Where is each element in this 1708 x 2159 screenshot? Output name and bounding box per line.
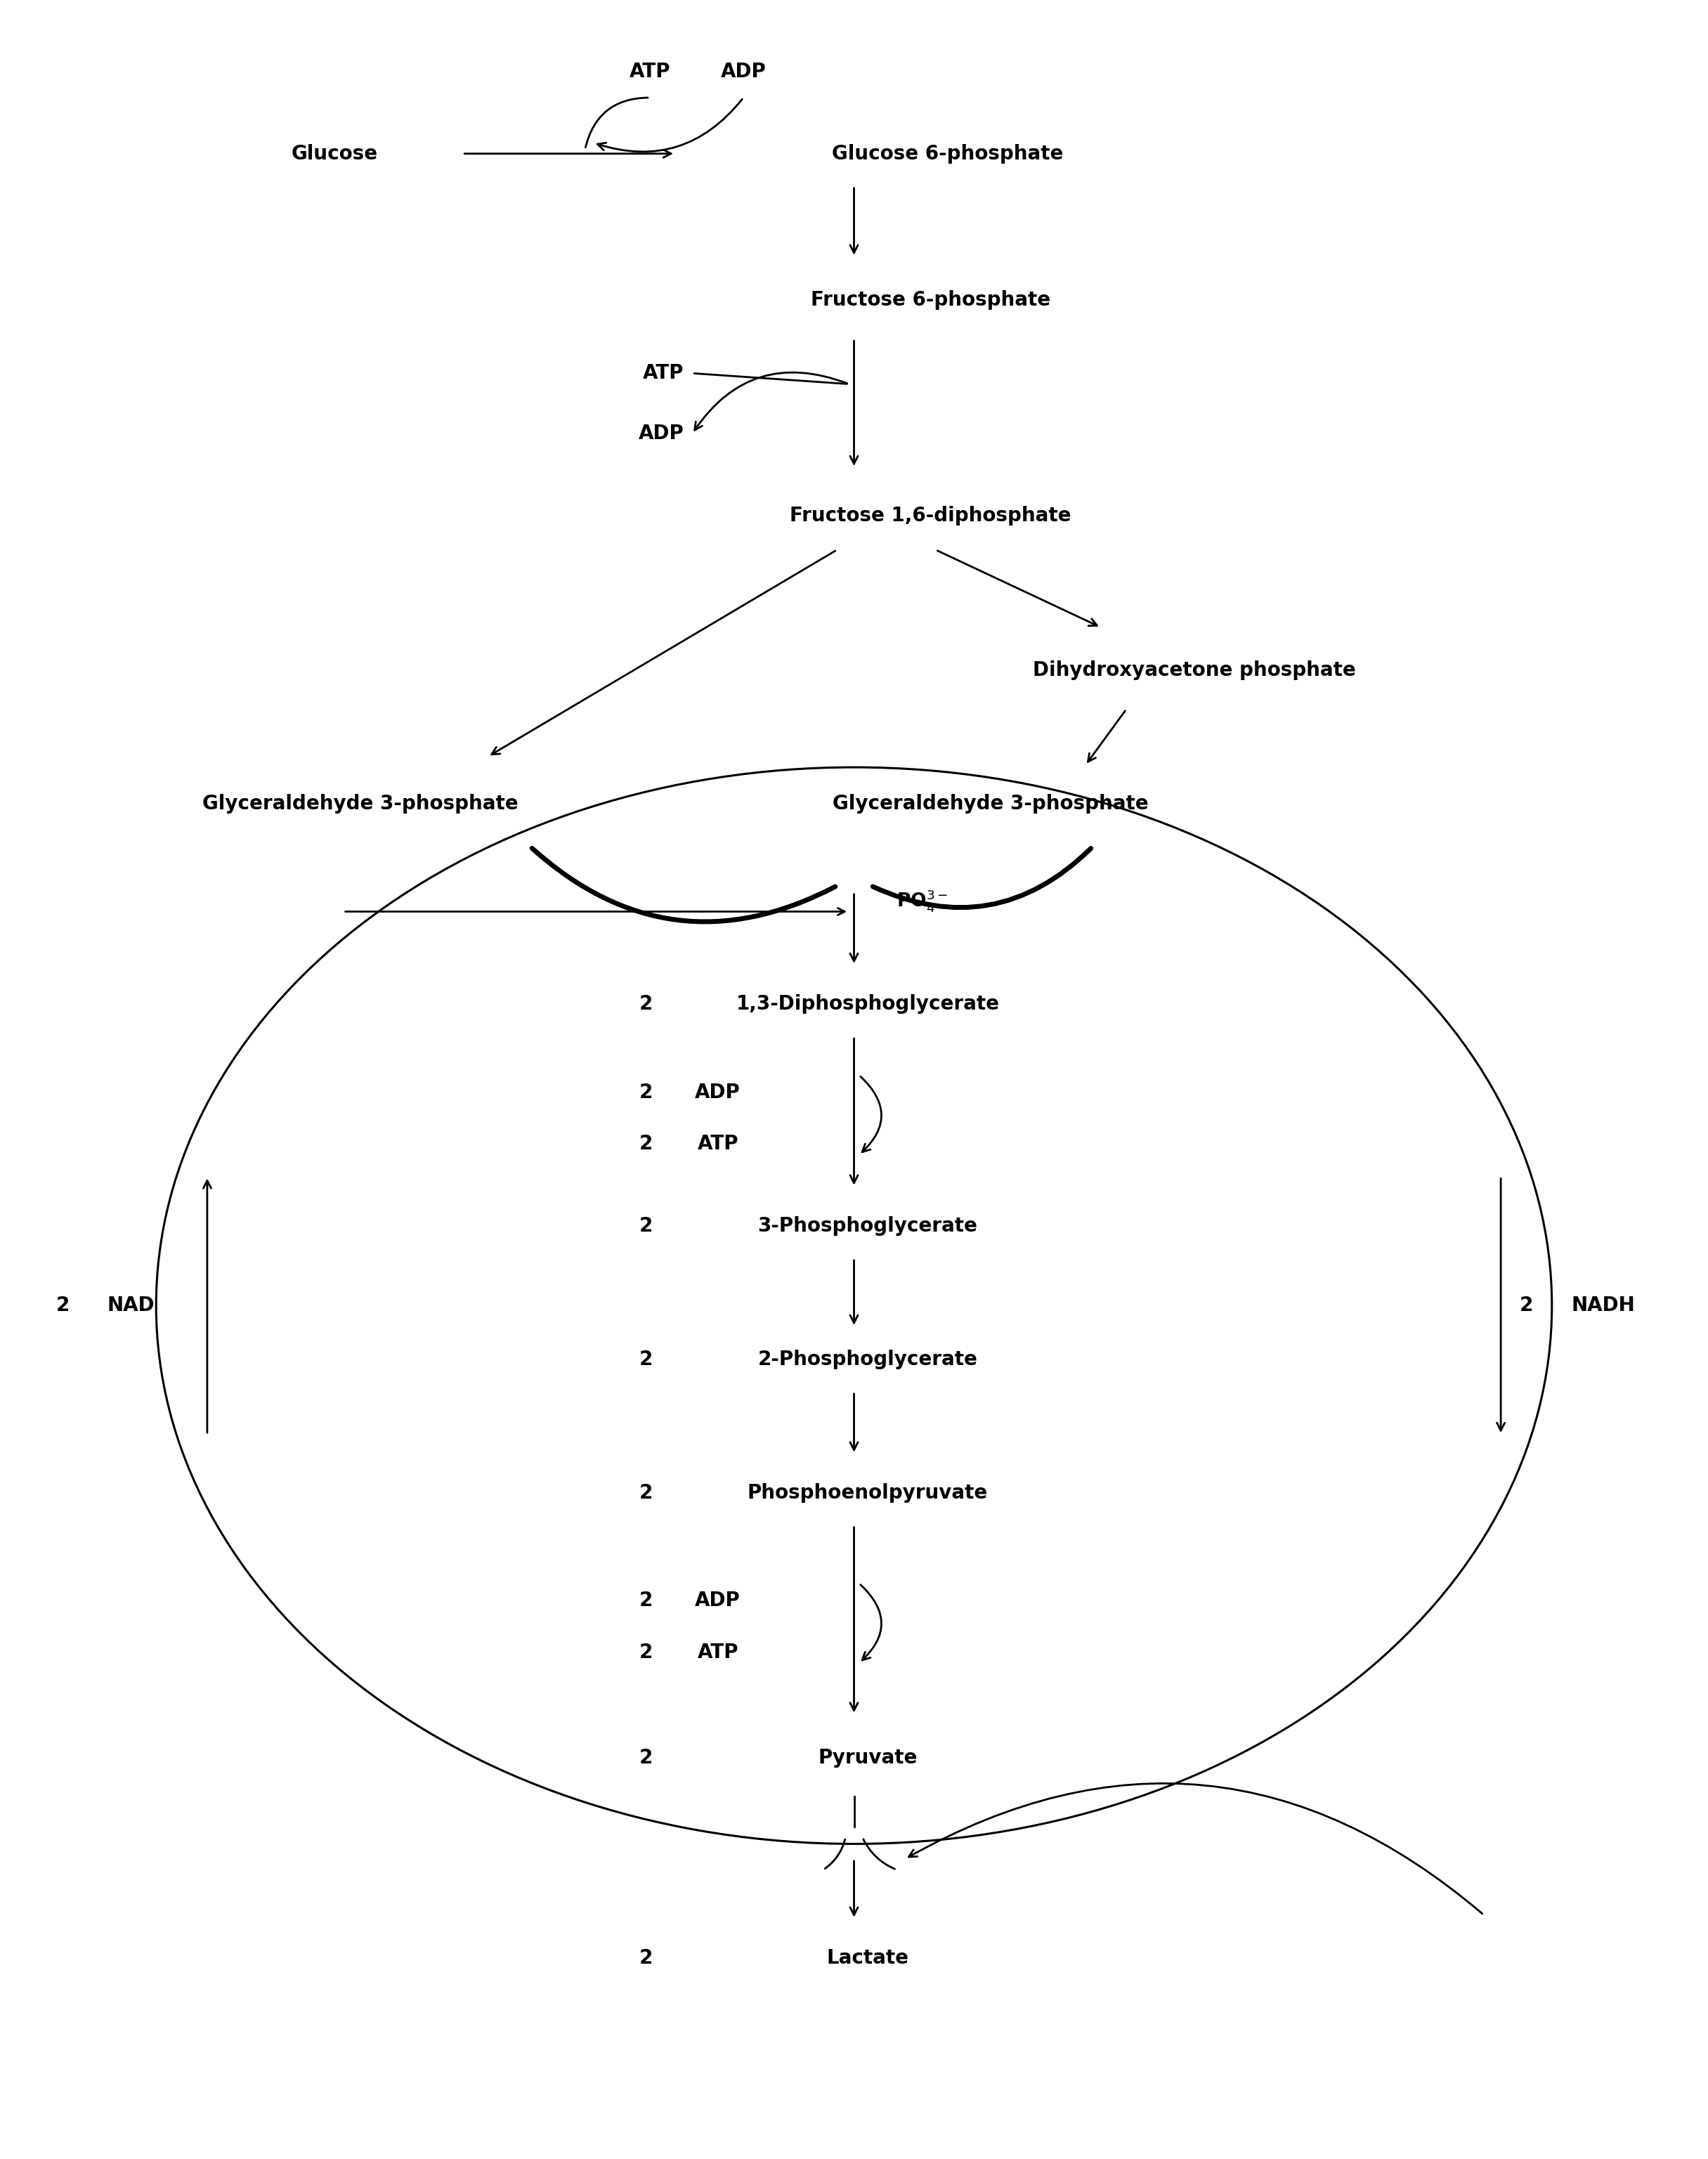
Text: Lactate: Lactate bbox=[827, 1947, 909, 1967]
Text: 2: 2 bbox=[639, 1749, 652, 1768]
Text: NAD: NAD bbox=[108, 1295, 154, 1315]
Text: Dihydroxyacetone phosphate: Dihydroxyacetone phosphate bbox=[1033, 661, 1356, 680]
Text: 2: 2 bbox=[639, 1216, 652, 1235]
Text: Glucose: Glucose bbox=[292, 145, 377, 164]
Text: 2: 2 bbox=[639, 1643, 652, 1662]
Text: 2: 2 bbox=[639, 1483, 652, 1503]
Text: Glyceraldehyde 3-phosphate: Glyceraldehyde 3-phosphate bbox=[832, 795, 1148, 814]
Text: 3-Phosphoglycerate: 3-Phosphoglycerate bbox=[758, 1216, 977, 1235]
Text: 1,3-Diphosphoglycerate: 1,3-Diphosphoglycerate bbox=[736, 995, 999, 1015]
Text: 2: 2 bbox=[639, 1349, 652, 1369]
Text: Phosphoenolpyruvate: Phosphoenolpyruvate bbox=[748, 1483, 987, 1503]
Text: ADP: ADP bbox=[721, 63, 767, 82]
Text: Glyceraldehyde 3-phosphate: Glyceraldehyde 3-phosphate bbox=[203, 795, 518, 814]
Text: NADH: NADH bbox=[1571, 1295, 1635, 1315]
Text: PO$_4^{3-}$: PO$_4^{3-}$ bbox=[897, 887, 948, 913]
Text: Fructose 1,6-diphosphate: Fructose 1,6-diphosphate bbox=[789, 505, 1071, 525]
Text: ADP: ADP bbox=[695, 1082, 741, 1103]
Text: 2-Phosphoglycerate: 2-Phosphoglycerate bbox=[758, 1349, 977, 1369]
Text: ATP: ATP bbox=[697, 1643, 738, 1662]
Text: Glucose 6-phosphate: Glucose 6-phosphate bbox=[832, 145, 1064, 164]
Text: ATP: ATP bbox=[697, 1133, 738, 1153]
Text: 2: 2 bbox=[1520, 1295, 1534, 1315]
Text: ADP: ADP bbox=[639, 423, 683, 443]
Text: ATP: ATP bbox=[642, 363, 683, 382]
Text: 2: 2 bbox=[639, 1082, 652, 1103]
Text: 2: 2 bbox=[639, 1133, 652, 1153]
Text: 2: 2 bbox=[639, 1947, 652, 1967]
Text: 2: 2 bbox=[639, 1591, 652, 1611]
Text: ATP: ATP bbox=[629, 63, 670, 82]
Text: 2: 2 bbox=[56, 1295, 70, 1315]
Text: 2: 2 bbox=[639, 995, 652, 1015]
Text: Fructose 6-phosphate: Fructose 6-phosphate bbox=[811, 289, 1050, 311]
Text: Pyruvate: Pyruvate bbox=[818, 1749, 917, 1768]
Text: ADP: ADP bbox=[695, 1591, 741, 1611]
